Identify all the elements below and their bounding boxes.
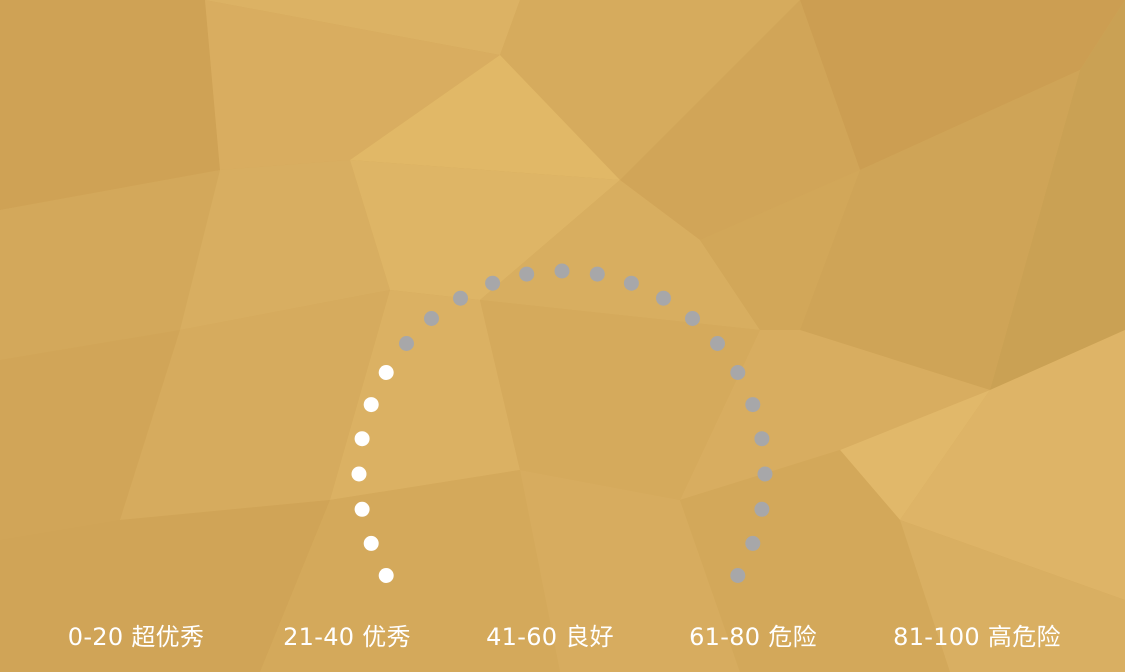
gauge-dot-empty	[485, 275, 501, 291]
gauge-dot-filled	[363, 535, 379, 551]
gauge-dot-empty	[754, 501, 770, 517]
score-legend: 0-20 超优秀 21-40 优秀 41-60 良好 61-80 危险 81-1…	[0, 614, 1125, 664]
gauge-dot-filled	[351, 466, 367, 482]
legend-item-0-20: 0-20 超优秀	[67, 623, 205, 651]
gauge-dot-filled	[354, 501, 370, 517]
gauge-dot-filled	[363, 397, 379, 413]
gauge-dot-empty	[685, 311, 700, 326]
gauge-dot-empty	[554, 263, 570, 279]
gauge-dot-empty	[453, 290, 468, 306]
gauge-dot-empty	[730, 365, 746, 380]
gauge-dot-filled	[354, 431, 370, 447]
legend-item-81-100: 81-100 高危险	[893, 623, 1061, 651]
gauge-dot-filled	[378, 568, 394, 583]
gauge-dot-empty	[656, 290, 671, 306]
legend-item-61-80: 61-80 危险	[689, 623, 817, 651]
gauge-dot-empty	[745, 397, 761, 413]
gauge-dot-empty	[710, 336, 725, 351]
gauge-dot-empty	[589, 266, 605, 282]
gauge-dot-empty	[399, 336, 414, 351]
gauge-dot-empty	[730, 568, 746, 583]
gauge-dot-empty	[424, 311, 439, 326]
legend-item-41-60: 41-60 良好	[486, 623, 614, 651]
gauge-dot-empty	[623, 275, 639, 291]
gauge-dot-empty	[757, 466, 773, 482]
gauge-dot-empty	[519, 266, 535, 282]
gauge-dot-empty	[745, 535, 761, 551]
gauge-dot-filled	[378, 365, 394, 380]
gauge-dot-empty	[754, 431, 770, 447]
legend-item-21-40: 21-40 优秀	[283, 623, 411, 651]
